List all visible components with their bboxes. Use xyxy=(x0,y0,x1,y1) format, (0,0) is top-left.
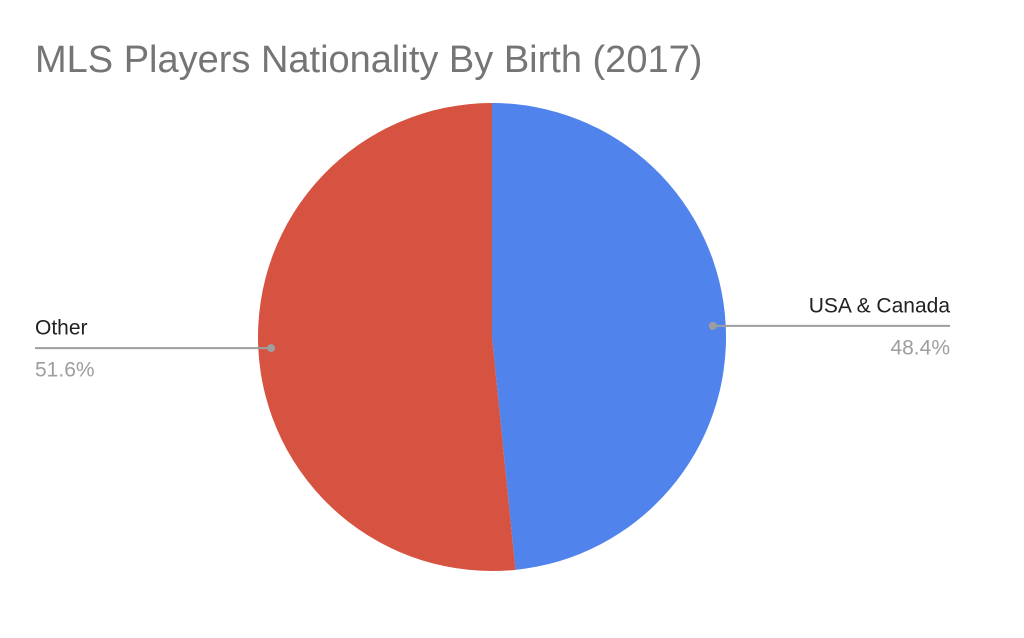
slice-value-label: 51.6% xyxy=(35,359,95,382)
chart-title: MLS Players Nationality By Birth (2017) xyxy=(35,39,702,81)
slice-value-label: 48.4% xyxy=(890,336,950,359)
leader-dot xyxy=(708,321,717,330)
slice-label: USA & Canada xyxy=(809,294,951,317)
leader-dot xyxy=(267,344,276,353)
pie-slice xyxy=(492,103,726,570)
pie-slice xyxy=(257,103,516,571)
slice-label: Other xyxy=(35,317,88,340)
